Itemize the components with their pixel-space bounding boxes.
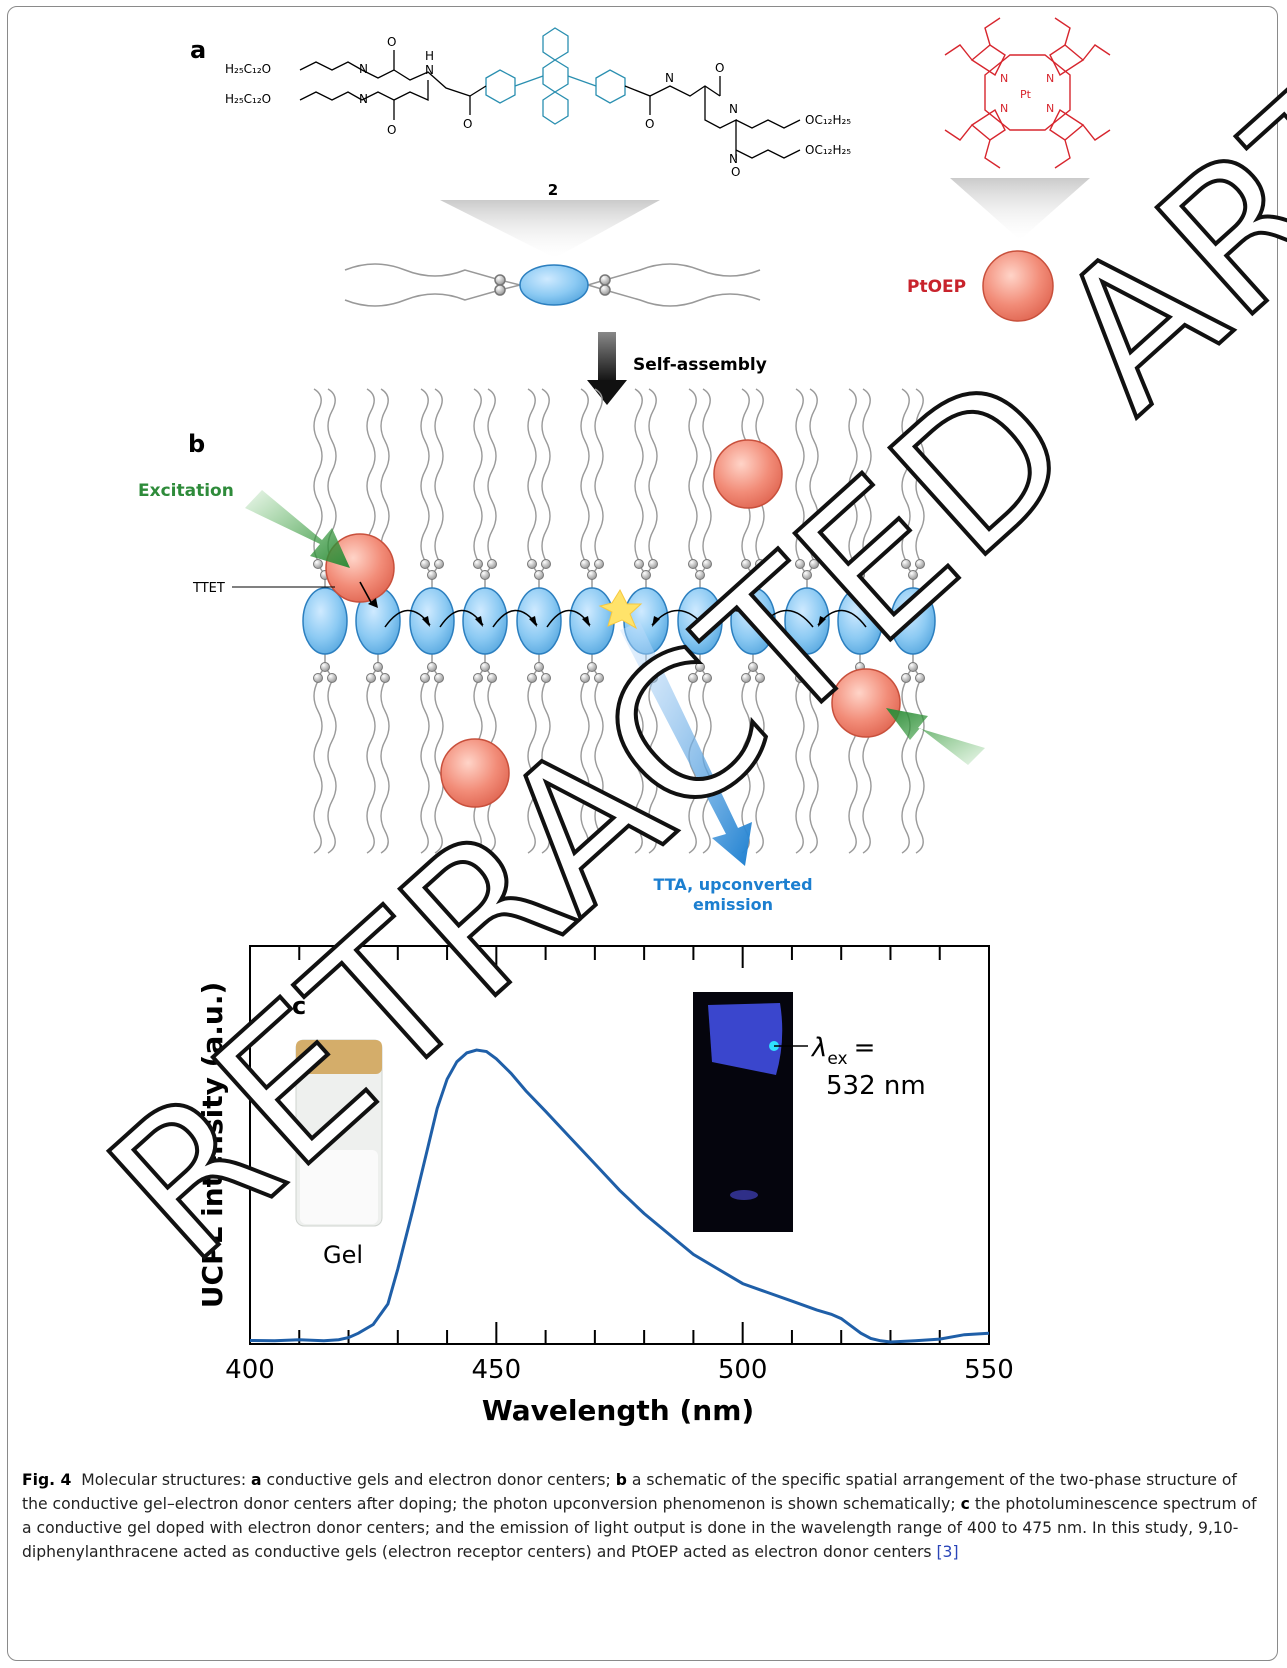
caption-b: b [615,1471,627,1489]
x-tick-label: 450 [472,1355,522,1385]
excitation-label: Excitation [138,481,234,501]
chart-frame [249,945,990,1345]
acceptor-ellipse [730,587,776,655]
acceptor-ellipse [409,587,455,655]
caption-text-3: a schematic of the specific spatial arra… [22,1471,1237,1513]
caption-reference-link[interactable]: [3] [936,1543,959,1561]
acceptor-ellipse [890,587,936,655]
atom-o-5: O [715,61,724,75]
ptoep-n-3: N [1000,102,1008,115]
acceptor-ellipse [569,587,615,655]
acceptor-ellipse [516,587,562,655]
acceptor-ellipse [462,587,508,655]
x-tick-label: 550 [964,1355,1014,1385]
figure-frame [7,6,1278,1661]
gel-vial-photo [295,1039,383,1227]
gel-label: Gel [323,1241,363,1269]
atom-o-4: O [645,117,654,131]
donor-sphere-1 [325,533,395,603]
molecule-2-cartoon [344,263,761,307]
ptoep-n-1: N [1000,72,1008,85]
ptoep-sphere [982,250,1054,322]
atom-o-6: O [731,165,740,179]
molecule-2-labels: H₂₅C₁₂O H₂₅C₁₂O O O N N H N O O N O N N … [225,35,851,179]
panel-c-label: c [292,992,306,1020]
atom-n-5: N [729,102,738,116]
x-ticks [249,946,990,1344]
ptoep-n-4: N [1046,102,1054,115]
ttet-arrow [359,581,373,605]
atom-h-1: H [425,49,434,63]
caption-text-1: Molecular structures: [81,1471,252,1489]
caption-text-2: conductive gels and electron donor cente… [261,1471,616,1489]
ptoep-label: PtOEP [907,277,966,297]
donor-sphere-2 [713,439,783,509]
x-tick-label: 500 [718,1355,768,1385]
x-tick-label: 400 [225,1355,275,1385]
caption-fig-label: Fig. 4 [22,1471,72,1489]
x-tick-labels: 400 450 500 550 [225,1355,1014,1385]
atom-n-3: N [425,63,434,77]
caption-a: a [251,1471,262,1489]
left-chain-bottom: H₂₅C₁₂O [225,92,271,106]
ptoep-n-2: N [1046,72,1054,85]
spectrum-chart: 400 450 500 550 Wavelength (nm) UCPL intens… [196,945,1014,1427]
panel-a-label: a [190,36,206,64]
projection-cone [440,200,660,258]
atom-n-2: N [359,92,368,106]
left-chain-top: H₂₅C₁₂O [225,62,271,76]
tta-label-line2: emission [693,895,773,914]
ucpl-spectrum-line [249,1048,990,1344]
y-axis-label: UCPL intensity (a.u.) [196,982,229,1309]
figure-caption: Fig. 4 Molecular structures: a conductiv… [22,1468,1267,1564]
ptoep-structure [944,17,1111,169]
donor-sphere-4 [440,738,510,808]
ptoep-pt: Pt [1020,88,1032,101]
compound-number: 2 [548,181,558,199]
self-assembly-arrow [587,332,627,405]
lambda-ex-line1: λex = [810,1033,875,1069]
atom-n-4: N [665,71,674,85]
tta-label-line1: TTA, upconverted [653,875,812,894]
gel-assembly [302,388,936,854]
donor-sphere-3 [831,668,901,738]
tta-burst [598,588,643,630]
excitation-arrow-left [245,490,350,568]
self-assembly-label: Self-assembly [633,355,767,375]
caption-c: c [960,1495,970,1513]
emission-arrow [620,622,752,866]
ptoep-cone [950,178,1090,240]
atom-o-2: O [387,123,396,137]
acceptor-ellipse [302,587,348,655]
atom-n-1: N [359,62,368,76]
atom-o-1: O [387,35,396,49]
right-chain-bottom: OC₁₂H₂₅ [805,143,851,157]
ptoep-atoms: N N N N Pt [1000,72,1054,115]
excitation-arrow-right [886,708,985,765]
caption-text-4: the photoluminescence spectrum of a cond… [22,1495,1257,1561]
ttet-label: TTET [192,581,225,596]
panel-b-label: b [188,430,205,458]
molecule-2-structure [299,27,801,160]
right-chain-top: OC₁₂H₂₅ [805,113,851,127]
lambda-ex-value: 532 nm [826,1071,926,1101]
emission-photo [693,992,808,1232]
atom-n-6: N [729,152,738,166]
x-axis-label: Wavelength (nm) [482,1394,754,1427]
atom-o-3: O [463,117,472,131]
